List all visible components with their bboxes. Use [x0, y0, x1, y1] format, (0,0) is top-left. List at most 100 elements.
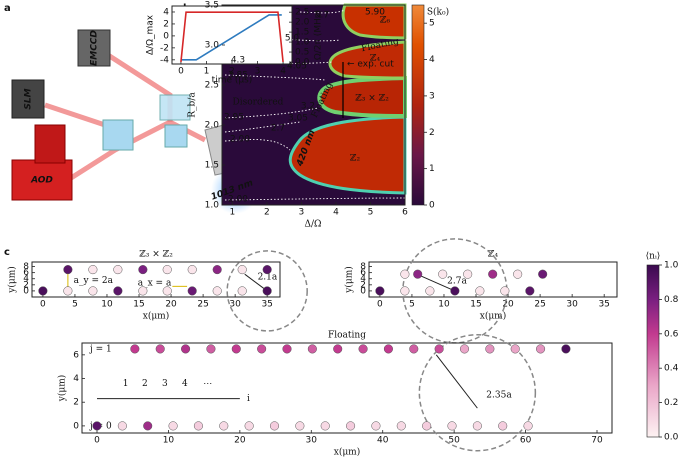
x-tick-label: 40	[377, 436, 389, 446]
atom	[155, 344, 165, 354]
y-tick-label: 4	[23, 274, 29, 284]
y-axis-label: Δ/Ω_max	[146, 14, 156, 55]
contour-label: 3.2	[301, 102, 315, 112]
colorbar-label: S(k₀)	[427, 7, 449, 18]
chart-title: ℤ₄	[488, 250, 499, 260]
annotation: ⋯	[203, 379, 212, 389]
atom	[130, 344, 140, 354]
annotation: 2	[142, 379, 148, 389]
y-tick-label: 0	[360, 286, 366, 296]
colorbar-tick-label: 0	[429, 201, 435, 211]
y-tick-label: 3.5	[205, 1, 219, 11]
arrow	[244, 273, 268, 292]
y-tick-label: 6	[360, 268, 366, 278]
annotation: i	[247, 394, 250, 404]
atom	[383, 344, 393, 354]
x-axis-label: time (μs)	[212, 76, 253, 86]
series-line	[180, 11, 284, 63]
axes-frame	[368, 261, 618, 298]
atom	[244, 421, 254, 431]
atom	[463, 269, 473, 279]
x-tick-label: 60	[520, 436, 532, 446]
x-tick-label: 35	[598, 300, 609, 310]
x-axis-label: Δ/Ω	[305, 220, 322, 230]
x-tick-label: 25	[197, 300, 208, 310]
colorbar-tick-label: 0.0	[664, 433, 679, 443]
x-tick-label: 1	[204, 67, 210, 77]
atom	[400, 269, 410, 279]
x-tick-label: 20	[234, 436, 246, 446]
atom	[219, 421, 229, 431]
axes-frame	[221, 4, 406, 206]
x-tick-label: 20	[502, 300, 514, 310]
x-tick-label: 5	[72, 300, 78, 310]
atom	[206, 344, 216, 354]
colorbar-tick-label: 0.6	[664, 329, 679, 339]
atom	[500, 286, 510, 296]
annotation: a_y = 2a	[74, 276, 114, 286]
atom	[212, 286, 222, 296]
atom	[413, 269, 423, 279]
y-tick-label: 4	[163, 7, 169, 17]
y-tick-label: 4	[360, 274, 366, 284]
y2-tick-label: 2.0	[295, 18, 310, 28]
atom	[438, 269, 448, 279]
colorbar-tick-label: 1	[429, 164, 435, 174]
x-tick-label: 35	[261, 300, 272, 310]
y-tick-label: 2.5	[205, 81, 219, 91]
x-tick-label: 5	[368, 208, 374, 218]
atom	[307, 344, 317, 354]
contour-label: 2.00	[228, 195, 248, 205]
x-tick-label: 2	[264, 208, 270, 218]
emccd	[77, 29, 111, 67]
atom	[168, 421, 178, 431]
atom	[510, 344, 520, 354]
region-label: Disordered	[233, 98, 284, 108]
atom	[425, 286, 435, 296]
x-tick-label: 0	[40, 300, 46, 310]
axes-frame	[31, 261, 281, 298]
panel-letter: c	[4, 247, 10, 258]
atom	[138, 286, 148, 296]
y-tick-label: 3.0	[205, 41, 220, 51]
contour-label: 5.90	[365, 8, 385, 18]
z4-region	[328, 40, 407, 80]
x-tick-label: 0	[377, 300, 383, 310]
colorbar-tick-label: 0.4	[664, 364, 679, 374]
x-tick-label: 30	[229, 300, 241, 310]
y-tick-label: 6	[73, 350, 79, 360]
atom	[434, 344, 444, 354]
x-tick-label: 20	[165, 300, 177, 310]
atom	[92, 421, 102, 431]
y-tick-label: 2	[73, 398, 79, 408]
x-tick-label: 5	[409, 300, 415, 310]
annotation: 2.7a	[447, 276, 467, 286]
atom	[187, 286, 197, 296]
atom	[396, 421, 406, 431]
atom	[113, 265, 123, 275]
y-tick-label: 1.0	[205, 201, 220, 211]
atom	[237, 286, 247, 296]
slm	[11, 79, 45, 119]
colorbar-tick-label: 2	[429, 128, 435, 138]
z6-region	[341, 3, 407, 40]
x-tick-label: 3	[255, 67, 261, 77]
region-label: ℤ₂	[350, 154, 361, 164]
atom	[193, 421, 203, 431]
atom	[371, 421, 381, 431]
annotation: 1	[123, 379, 129, 389]
x-tick-label: 30	[306, 436, 318, 446]
atom	[162, 286, 172, 296]
atom	[346, 421, 356, 431]
contour-label: 5.7	[315, 11, 329, 21]
contour-label: 2.95	[224, 113, 244, 123]
atom	[187, 265, 197, 275]
annotation: 2.1a	[258, 273, 278, 283]
atom	[538, 269, 548, 279]
y-tick-label: 4	[73, 374, 79, 384]
y-axis-label: R_b/a	[188, 92, 198, 118]
atom	[485, 344, 495, 354]
annotation: a_x = a	[138, 279, 172, 289]
atom	[400, 286, 410, 296]
